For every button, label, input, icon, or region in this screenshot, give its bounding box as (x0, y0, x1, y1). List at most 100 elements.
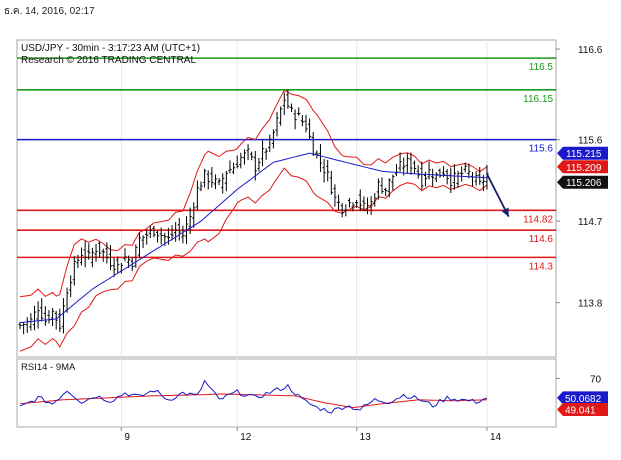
rsi-line (19, 379, 488, 414)
candle (318, 143, 323, 172)
candle (32, 305, 37, 331)
candle (108, 245, 113, 270)
candle (181, 225, 185, 244)
candle (275, 111, 279, 137)
rsi-tag: 49.041 (557, 403, 608, 417)
candle (123, 248, 127, 262)
candle (90, 247, 94, 268)
candle (376, 178, 380, 200)
x-tick-label: 14 (490, 432, 502, 443)
candles (18, 89, 489, 335)
level-lines: 116.5 116.15 115.6 114.82 114.6 114.3 (17, 57, 556, 272)
candle (304, 114, 308, 133)
candle (260, 140, 265, 167)
candle (199, 181, 203, 192)
candle (434, 172, 438, 183)
candle (217, 178, 221, 186)
candle (239, 152, 243, 169)
candle (174, 221, 178, 242)
candle (116, 256, 120, 274)
candle (289, 103, 294, 113)
candle (98, 241, 102, 258)
candle (224, 170, 228, 192)
candle (286, 89, 290, 109)
candle (213, 174, 218, 190)
candle (351, 202, 355, 212)
candle (445, 169, 449, 185)
candle (326, 159, 330, 182)
candle (69, 275, 73, 298)
candle (416, 165, 420, 179)
price-tag-label: 115.215 (566, 149, 602, 160)
candle (365, 197, 370, 215)
chart-subtitle: Research © 2016 TRADING CENTRAL (21, 55, 196, 66)
price-tag: 115.209 (557, 160, 608, 174)
candle (344, 204, 348, 217)
rsi-tick-label: 70 (590, 374, 602, 385)
candle (322, 159, 326, 183)
candle (358, 189, 362, 212)
candle (101, 248, 105, 262)
candle (438, 168, 442, 178)
rsi-panel (16, 358, 557, 428)
candle (336, 194, 341, 210)
candle (452, 164, 456, 190)
candle (279, 106, 283, 126)
x-tick-label: 9 (124, 432, 130, 443)
candle (155, 230, 160, 243)
candle (79, 247, 84, 266)
candle (112, 258, 116, 277)
price-axis: 116.6 115.6 114.7 113.8 (556, 45, 603, 310)
level-label: 116.5 (529, 62, 554, 73)
candle (460, 166, 464, 182)
candle (203, 168, 207, 188)
rsi-label: RSI14 - 9MA (21, 362, 76, 373)
candle (94, 244, 98, 262)
candle (398, 152, 402, 172)
candle (427, 161, 431, 180)
lower-band (19, 167, 488, 352)
price-tag-label: 115.206 (566, 178, 602, 189)
level-label: 114.82 (523, 214, 553, 225)
candle (387, 178, 391, 198)
candle (355, 199, 359, 208)
x-tick-label: 13 (360, 432, 372, 443)
candle (409, 152, 413, 175)
candle (210, 166, 214, 188)
chart-title: USD/JPY - 30min - 3:17:23 AM (UTC+1) (21, 43, 200, 54)
price-tick-label: 116.6 (578, 45, 603, 56)
candle (206, 170, 210, 190)
candle (61, 298, 66, 334)
candle (22, 321, 26, 335)
candle (54, 310, 58, 330)
candle (449, 167, 453, 193)
level-label: 114.6 (529, 234, 554, 245)
candle (347, 197, 352, 208)
price-tag-label: 115.209 (566, 163, 602, 174)
candle (391, 174, 395, 191)
candle (250, 151, 254, 161)
rsi-lines (19, 379, 488, 414)
candle (18, 321, 22, 330)
candle (192, 202, 196, 228)
bollinger-bands (19, 89, 488, 352)
candle (315, 150, 319, 159)
candle (412, 160, 417, 174)
candle (152, 225, 156, 238)
candle (221, 173, 225, 194)
x-tick-label: 12 (240, 432, 252, 443)
candle (282, 92, 286, 115)
candle (456, 170, 460, 188)
candle (463, 162, 467, 173)
candle (293, 109, 297, 130)
price-tick-label: 113.8 (578, 299, 603, 310)
moving-average (19, 152, 488, 324)
candle (40, 298, 44, 322)
candle (405, 153, 409, 174)
candle (188, 207, 192, 234)
candle (134, 244, 138, 268)
candle (268, 134, 272, 153)
ma-line (19, 152, 488, 324)
